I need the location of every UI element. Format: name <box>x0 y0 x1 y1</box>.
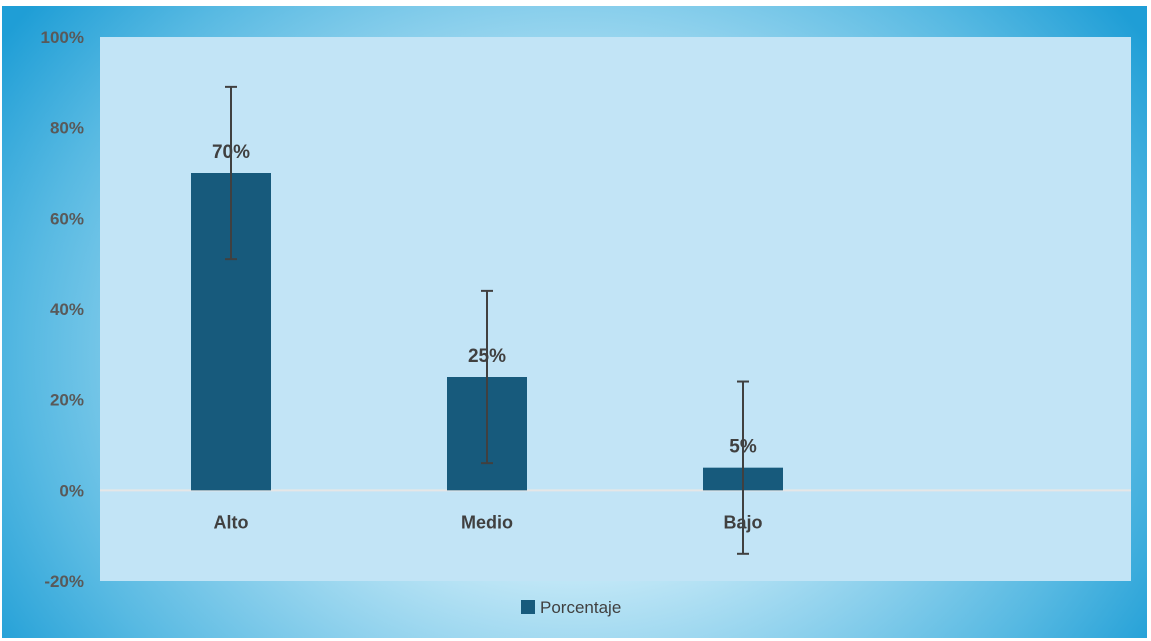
legend-swatch <box>521 600 535 614</box>
y-tick-label: 100% <box>41 28 84 47</box>
legend-label: Porcentaje <box>540 598 621 617</box>
y-tick-label: 0% <box>59 481 84 500</box>
y-tick-label: 80% <box>50 119 84 138</box>
category-label: Medio <box>461 512 513 532</box>
y-tick-label: 20% <box>50 391 84 410</box>
y-tick-label: -20% <box>44 572 84 591</box>
y-tick-label: 60% <box>50 209 84 228</box>
y-tick-label: 40% <box>50 300 84 319</box>
category-label: Alto <box>214 512 249 532</box>
